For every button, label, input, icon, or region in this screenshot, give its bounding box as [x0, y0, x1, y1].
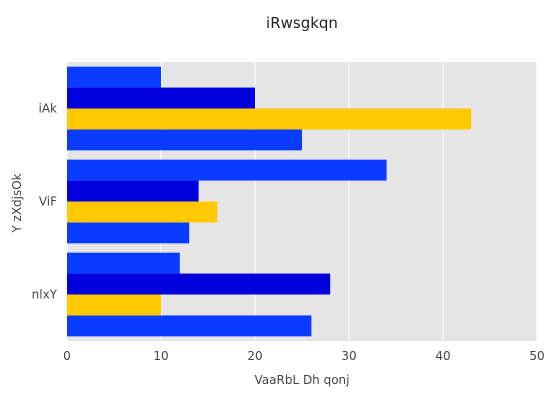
bar [67, 273, 331, 295]
x-tick-label: 0 [63, 349, 71, 363]
y-tick-labels: nlxY ViF iAk [32, 102, 58, 302]
bar [67, 252, 180, 274]
bar [67, 222, 190, 244]
y-tick-label: nlxY [32, 288, 58, 302]
bar [67, 66, 161, 88]
bar [67, 87, 255, 109]
bar [67, 108, 472, 130]
y-axis-label: Y zXdjsOk [10, 173, 24, 233]
chart-title: iRwsgkqn [266, 14, 338, 32]
x-tick-label: 40 [435, 349, 450, 363]
x-axis-label: VaaRbL Dh qonj [255, 373, 350, 387]
x-tick-label: 10 [153, 349, 168, 363]
x-tick-label: 20 [247, 349, 262, 363]
bar [67, 159, 387, 181]
y-tick-label: ViF [39, 195, 57, 209]
x-tick-labels: 0 10 20 30 40 50 [63, 349, 544, 363]
bar [67, 294, 161, 316]
bar [67, 201, 218, 223]
x-tick-label: 30 [341, 349, 356, 363]
bar [67, 315, 312, 337]
bar [67, 129, 302, 151]
bars-group [67, 66, 472, 337]
y-tick-label: iAk [39, 102, 58, 116]
bar [67, 180, 199, 202]
x-tick-label: 50 [529, 349, 544, 363]
